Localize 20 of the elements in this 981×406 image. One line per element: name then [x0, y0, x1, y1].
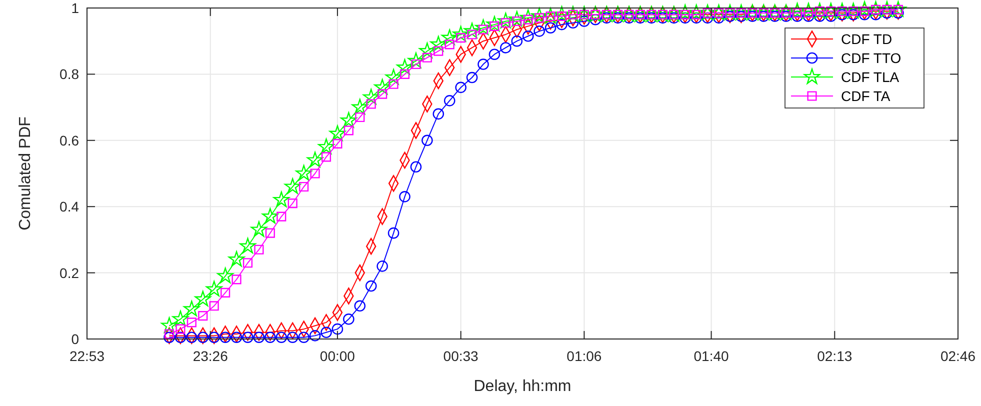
- legend-label: CDF TA: [841, 88, 891, 104]
- y-tick-label: 0.2: [60, 264, 80, 281]
- x-tick-label: 01:06: [566, 348, 602, 364]
- legend-label: CDF TD: [841, 31, 892, 47]
- y-axis-title: Comulated PDF: [17, 116, 34, 230]
- x-tick-label: 00:33: [443, 348, 479, 364]
- x-axis-title: Delay, hh:mm: [474, 378, 572, 395]
- y-tick-label: 0: [71, 331, 80, 347]
- x-tick-label: 23:26: [192, 348, 228, 364]
- x-tick-label: 00:00: [320, 348, 356, 364]
- y-tick-label: 0.4: [60, 198, 80, 215]
- legend-label: CDF TLA: [841, 69, 900, 85]
- x-tick-label: 22:53: [69, 348, 105, 364]
- legend-label: CDF TTO: [841, 50, 902, 66]
- y-tick-label: 0.8: [60, 66, 80, 82]
- x-tick-label: 02:46: [940, 348, 976, 364]
- y-tick-label: 1: [71, 0, 80, 16]
- y-tick-label: 0.6: [60, 132, 80, 148]
- x-tick-label: 01:40: [694, 348, 730, 364]
- x-tick-label: 02:13: [817, 348, 852, 364]
